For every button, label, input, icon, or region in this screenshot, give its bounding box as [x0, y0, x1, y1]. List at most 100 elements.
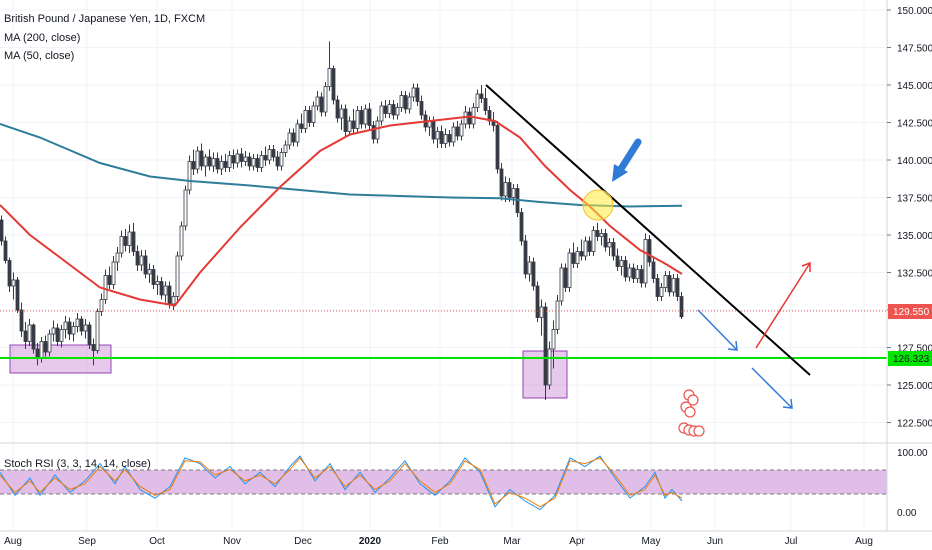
candle	[503, 176, 508, 202]
price-tick-label: 135.000	[897, 231, 932, 242]
candle	[619, 256, 624, 276]
candle	[307, 106, 312, 127]
date-tick-label: Apr	[569, 536, 585, 547]
candle	[19, 302, 24, 337]
event-markers-icon	[678, 389, 705, 437]
candle	[395, 103, 400, 120]
candle	[511, 184, 516, 205]
candle	[67, 317, 72, 340]
stoch-lines	[0, 455, 683, 511]
candle	[119, 230, 124, 258]
candle	[211, 152, 216, 172]
candle	[31, 323, 36, 354]
price-tick-label: 132.500	[897, 269, 932, 280]
candle	[559, 263, 564, 306]
ma50-legend: MA (50, close)	[4, 50, 74, 62]
ma50-line	[0, 115, 683, 307]
candle	[243, 151, 248, 166]
candle	[647, 235, 652, 267]
candle	[99, 293, 104, 316]
support-level-label: 126.323	[893, 354, 930, 365]
candle	[11, 272, 16, 300]
candle	[663, 271, 668, 292]
candle	[87, 322, 92, 349]
candle	[235, 149, 240, 168]
date-ticks: Aug Sep Oct Nov Dec 2020 Feb Mar Apr May Jun Jul Aug	[4, 536, 873, 547]
candle	[179, 221, 184, 261]
candles-series	[0, 41, 684, 400]
price-grid	[0, 0, 887, 531]
candle	[79, 316, 84, 336]
candle	[635, 265, 640, 283]
candle	[467, 107, 472, 129]
candle	[499, 163, 504, 201]
candle	[359, 106, 364, 129]
candle	[507, 178, 512, 202]
ma200-line	[0, 123, 683, 208]
candle	[447, 130, 452, 147]
candle	[295, 119, 300, 147]
candle	[523, 235, 528, 279]
candle	[427, 116, 432, 136]
candle	[231, 149, 236, 169]
candle	[115, 247, 120, 271]
candle	[255, 154, 260, 172]
candle	[191, 149, 196, 175]
candle	[411, 83, 416, 102]
candle	[667, 271, 672, 297]
date-tick-label: Feb	[431, 536, 449, 547]
candle	[223, 154, 228, 172]
candle	[83, 319, 88, 339]
stoch-tick-100: 100.00	[897, 448, 928, 459]
date-tick-label: Sep	[78, 536, 96, 547]
candle	[283, 140, 288, 157]
candle	[579, 239, 584, 261]
candle	[103, 269, 108, 304]
candle	[379, 101, 384, 126]
highlight-circle	[582, 189, 614, 221]
candle	[475, 89, 480, 112]
last-price-label: 129.550	[893, 307, 930, 318]
candle	[363, 104, 368, 129]
candle	[555, 295, 560, 334]
candle	[131, 223, 136, 256]
legend: British Pound / Japanese Yen, 1D, FXCM M…	[4, 13, 205, 62]
candle	[143, 250, 148, 279]
candle	[531, 257, 536, 291]
candle	[271, 145, 276, 162]
candle	[607, 238, 612, 256]
candle	[675, 274, 680, 301]
candle	[323, 82, 328, 117]
moving-averages	[0, 115, 683, 307]
candle	[563, 263, 568, 292]
date-tick-label: Mar	[503, 536, 521, 547]
candle	[111, 256, 116, 289]
candle	[571, 242, 576, 268]
candle	[535, 281, 540, 322]
candle	[315, 91, 320, 111]
candle	[23, 322, 28, 349]
candle	[63, 316, 68, 339]
candle	[287, 128, 292, 150]
candle	[351, 109, 356, 133]
candle	[147, 263, 152, 283]
date-tick-label: May	[642, 536, 661, 547]
candle	[71, 322, 76, 342]
price-tick-label: 127.500	[897, 344, 932, 355]
price-axis[interactable]: 150.000 147.500 145.000 142.500 140.000 137.5…	[886, 0, 932, 531]
date-tick-label: Aug	[855, 536, 873, 547]
candle	[55, 323, 60, 346]
candle	[383, 100, 388, 118]
candle	[91, 338, 96, 366]
stoch-d-line	[0, 457, 683, 508]
price-tick-label: 125.000	[897, 381, 932, 392]
candle	[519, 208, 524, 246]
price-tick-label: 150.000	[897, 6, 932, 17]
candle	[135, 245, 140, 271]
candle	[27, 319, 32, 346]
downtrend-line	[485, 84, 811, 376]
candle	[95, 308, 100, 354]
time-axis[interactable]: Aug Sep Oct Nov Dec 2020 Feb Mar Apr May Jun Jul Aug	[0, 530, 932, 547]
candle	[299, 113, 304, 133]
